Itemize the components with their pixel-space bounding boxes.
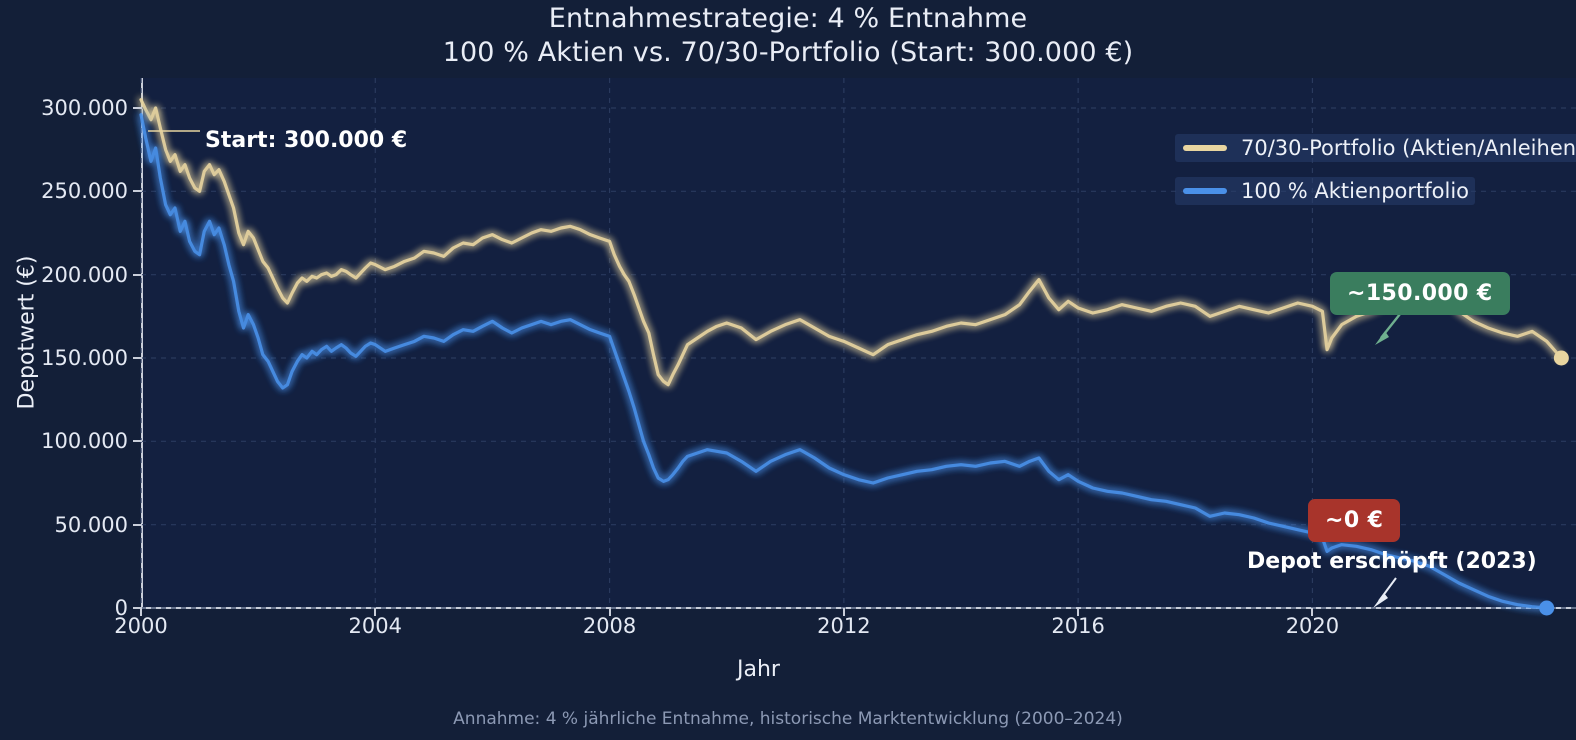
y-tick-mark	[133, 523, 142, 526]
y-tick-label: 100.000	[41, 429, 128, 454]
legend-color-swatch	[1183, 188, 1227, 194]
x-tick-label: 2020	[1285, 614, 1340, 638]
y-tick-label: 250.000	[41, 179, 128, 204]
x-tick-mark	[842, 608, 845, 616]
x-tick-mark	[1077, 608, 1080, 616]
annotation-depleted-label: Depot erschöpft (2023)	[1247, 549, 1537, 574]
x-tick-mark	[374, 608, 377, 616]
x-tick-label: 2000	[114, 614, 168, 638]
legend-label: 70/30-Portfolio (Aktien/Anleihen)	[1241, 136, 1576, 160]
x-tick-label: 2016	[1051, 614, 1105, 638]
y-tick-label: 300.000	[41, 96, 128, 120]
y-tick-label: 0	[114, 596, 128, 620]
chart-caption: Annahme: 4 % jährliche Entnahme, histori…	[453, 709, 1123, 729]
x-tick-label: 2012	[817, 614, 871, 638]
y-axis-spine	[141, 78, 143, 609]
y-tick-mark	[133, 107, 142, 109]
chart-title-line-1: Entnahmestrategie: 4 % Entnahme	[548, 3, 1028, 34]
annotation-zero-value-badge: ~0 €	[1308, 499, 1401, 542]
legend-label: 100 % Aktienportfolio	[1241, 179, 1470, 203]
x-axis-label: Jahr	[737, 657, 780, 682]
x-tick-label: 2008	[582, 614, 637, 638]
y-tick-mark	[133, 190, 142, 193]
chart-title: Entnahmestrategie: 4 % Entnahme 100 % Ak…	[0, 2, 1576, 70]
x-axis-spine	[141, 607, 1576, 609]
x-tick-mark	[140, 608, 142, 616]
legend-entry[interactable]: 100 % Aktienportfolio	[1175, 177, 1476, 205]
y-tick-mark	[133, 607, 142, 609]
chart-title-line-2: 100 % Aktien vs. 70/30-Portfolio (Start:…	[442, 37, 1134, 68]
y-tick-label: 200.000	[41, 262, 128, 287]
x-tick-mark	[1311, 608, 1314, 616]
y-tick-mark	[133, 440, 142, 443]
x-tick-label: 2004	[348, 614, 403, 638]
legend-color-swatch	[1183, 145, 1227, 151]
y-tick-label: 50.000	[54, 512, 128, 537]
annotation-start-label: Start: 300.000 €	[205, 128, 408, 153]
y-axis-label: Depotwert (€)	[14, 255, 40, 410]
chart-legend: 70/30-Portfolio (Aktien/Anleihen) 100 % A…	[1175, 134, 1576, 205]
y-tick-mark	[133, 273, 142, 276]
y-tick-label: 150.000	[41, 346, 128, 370]
y-tick-mark	[133, 357, 142, 359]
legend-entry[interactable]: 70/30-Portfolio (Aktien/Anleihen)	[1175, 134, 1576, 162]
x-tick-mark	[608, 608, 611, 616]
annotation-final-value-badge: ~150.000 €	[1330, 272, 1510, 315]
